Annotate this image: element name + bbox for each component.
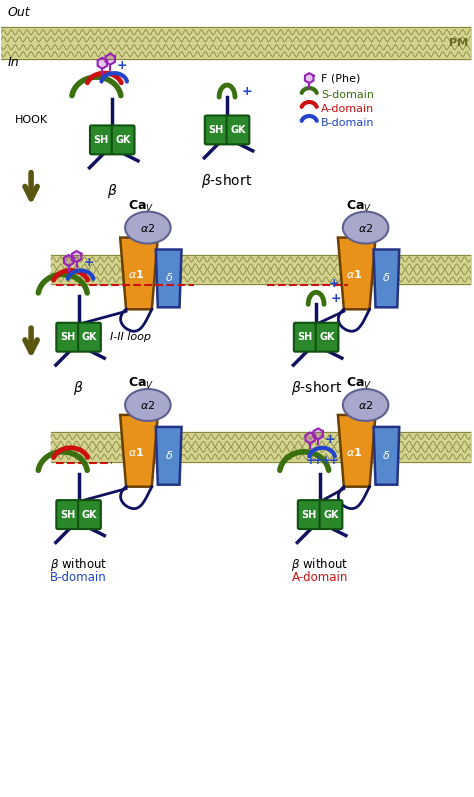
Text: Ca$_V$: Ca$_V$	[128, 376, 155, 391]
Text: +: +	[242, 84, 252, 97]
Text: +: +	[117, 59, 128, 72]
Polygon shape	[156, 249, 182, 308]
Text: $\beta$: $\beta$	[107, 182, 118, 200]
Polygon shape	[64, 255, 73, 266]
Text: SH: SH	[60, 332, 75, 342]
Text: PM: PM	[449, 38, 468, 49]
Text: B-domain: B-domain	[50, 571, 107, 584]
Text: B-domain: B-domain	[321, 118, 374, 128]
Text: SH: SH	[94, 135, 109, 145]
FancyBboxPatch shape	[78, 501, 101, 529]
Polygon shape	[120, 415, 158, 487]
Text: $\beta$ without: $\beta$ without	[292, 556, 349, 574]
Ellipse shape	[343, 389, 388, 421]
Text: GK: GK	[319, 332, 335, 342]
Text: +: +	[329, 454, 339, 467]
Text: $\alpha$1: $\alpha$1	[346, 446, 362, 457]
Text: In: In	[7, 57, 19, 69]
Text: S-domain: S-domain	[321, 90, 374, 100]
Text: +: +	[313, 454, 323, 467]
Text: $\delta$: $\delta$	[382, 449, 391, 461]
FancyBboxPatch shape	[319, 501, 342, 529]
Polygon shape	[98, 57, 107, 69]
Text: +: +	[331, 292, 341, 304]
FancyBboxPatch shape	[316, 323, 338, 351]
Text: $\alpha$1: $\alpha$1	[128, 269, 144, 281]
FancyBboxPatch shape	[294, 323, 317, 351]
Text: Ca$_V$: Ca$_V$	[346, 198, 372, 214]
Polygon shape	[374, 249, 399, 308]
Text: Ca$_V$: Ca$_V$	[346, 376, 372, 391]
FancyBboxPatch shape	[112, 125, 135, 155]
Text: SH: SH	[60, 509, 75, 520]
Text: $\delta$: $\delta$	[382, 272, 391, 284]
Text: SH: SH	[301, 509, 317, 520]
Text: +: +	[83, 256, 94, 269]
Polygon shape	[156, 427, 182, 485]
Text: +: +	[321, 454, 331, 467]
Text: Ca$_V$: Ca$_V$	[128, 198, 155, 214]
FancyBboxPatch shape	[56, 323, 79, 351]
Text: $\alpha$1: $\alpha$1	[346, 269, 362, 281]
Text: F (Phe): F (Phe)	[321, 73, 360, 83]
Text: GK: GK	[115, 135, 131, 145]
Text: Out: Out	[7, 6, 30, 19]
FancyBboxPatch shape	[78, 323, 101, 351]
Text: $\delta$: $\delta$	[164, 449, 173, 461]
FancyBboxPatch shape	[205, 116, 228, 144]
Text: +: +	[325, 434, 335, 446]
Text: $\delta$: $\delta$	[164, 272, 173, 284]
Polygon shape	[338, 238, 375, 309]
Polygon shape	[374, 427, 399, 485]
Text: A-domain: A-domain	[292, 571, 348, 584]
FancyBboxPatch shape	[90, 125, 113, 155]
FancyBboxPatch shape	[298, 501, 320, 529]
Text: $\alpha$2: $\alpha$2	[358, 399, 373, 411]
Text: SH: SH	[298, 332, 313, 342]
Polygon shape	[305, 73, 313, 83]
Text: I-II loop: I-II loop	[110, 332, 151, 342]
Ellipse shape	[343, 212, 388, 244]
FancyBboxPatch shape	[227, 116, 249, 144]
Text: +: +	[305, 454, 315, 467]
Text: $\beta$-short: $\beta$-short	[201, 172, 253, 190]
Text: GK: GK	[82, 332, 97, 342]
Text: $\beta$ without: $\beta$ without	[50, 556, 107, 574]
Polygon shape	[72, 251, 82, 262]
Polygon shape	[338, 415, 375, 487]
Ellipse shape	[125, 389, 171, 421]
Text: GK: GK	[323, 509, 339, 520]
Text: $\beta$-short: $\beta$-short	[291, 379, 342, 397]
Ellipse shape	[125, 212, 171, 244]
Text: $\alpha$2: $\alpha$2	[358, 222, 373, 234]
Polygon shape	[313, 429, 323, 439]
Text: $\alpha$2: $\alpha$2	[140, 222, 155, 234]
Text: GK: GK	[82, 509, 97, 520]
Text: A-domain: A-domain	[321, 104, 374, 114]
Polygon shape	[305, 433, 315, 443]
Polygon shape	[120, 238, 158, 309]
Text: SH: SH	[209, 125, 224, 135]
Text: $\alpha$1: $\alpha$1	[128, 446, 144, 457]
Text: HOOK: HOOK	[15, 115, 48, 125]
Text: +: +	[328, 277, 339, 290]
Polygon shape	[106, 53, 115, 65]
Text: $\beta$: $\beta$	[73, 379, 84, 397]
Text: GK: GK	[230, 125, 246, 135]
FancyBboxPatch shape	[56, 501, 79, 529]
Text: $\alpha$2: $\alpha$2	[140, 399, 155, 411]
